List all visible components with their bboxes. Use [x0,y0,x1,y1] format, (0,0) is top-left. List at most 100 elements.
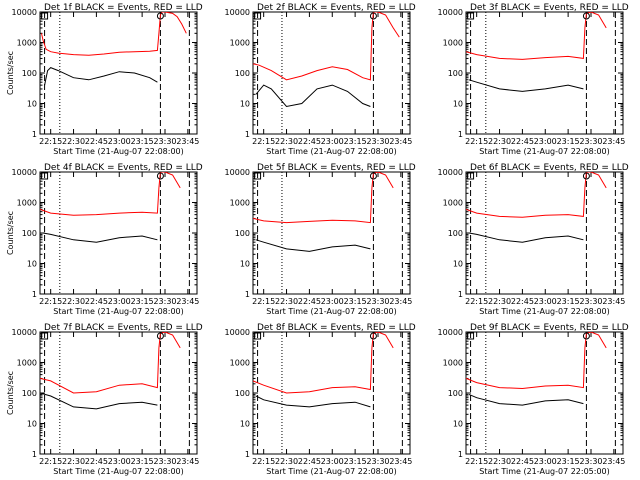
events-series-line [468,79,584,92]
x-tick-label: 22:15 [39,457,62,466]
x-tick-label: 22:30 [488,457,511,466]
x-tick-label: 23:15 [344,137,367,146]
x-tick-label: 22:30 [275,297,298,306]
x-axis-label: Start Time (21-Aug-07 22:08:00) [266,147,397,156]
start-marker-square [254,332,262,340]
x-tick-label: 23:00 [321,297,344,306]
panel-title: Det 8f BLACK = Events, RED = LLD [257,323,416,333]
x-tick-label: 23:30 [153,137,176,146]
lld-series-line [253,332,394,394]
x-tick-label: 22:45 [511,297,534,306]
x-tick-label: 23:30 [579,137,602,146]
x-tick-label: 22:30 [275,137,298,146]
y-tick-label: 10000 [12,8,37,17]
x-tick-label: 23:15 [557,137,580,146]
x-tick-label: 22:15 [465,457,488,466]
detector-panel-8: Det 8f BLACK = Events, RED = LLD 1 10 100 10… [225,323,416,476]
y-tick-label: 10000 [225,328,250,337]
x-tick-label: 22:30 [275,457,298,466]
detector-panel-1: Det 1f BLACK = Events, RED = LLD 1 10 100 10… [6,3,203,156]
end-marker-circle [582,172,590,180]
y-tick-label: 10 [27,260,37,269]
y-tick-label: 1000 [17,199,37,208]
detector-panel-4: Det 4f BLACK = Events, RED = LLD 1 10 100 10… [6,163,203,316]
y-tick-label: 10000 [12,168,37,177]
y-tick-label: 10000 [438,168,463,177]
y-tick-label: 10 [453,260,463,269]
plot-frame [39,171,198,295]
panel-title: Det 7f BLACK = Events, RED = LLD [44,323,203,333]
events-series-line [255,395,371,408]
x-tick-label: 23:15 [131,137,154,146]
x-tick-label: 22:45 [85,297,108,306]
start-marker-square [254,12,262,20]
plot-frame [465,331,624,455]
x-tick-label: 23:45 [176,457,199,466]
x-tick-label: 23:30 [579,297,602,306]
end-marker-circle [369,12,377,20]
plot-frame [252,331,411,455]
end-marker-circle [156,172,164,180]
start-marker-square [41,12,49,20]
x-tick-label: 23:30 [366,137,389,146]
y-axis-label: Counts/sec [6,51,15,95]
start-marker-square [467,332,475,340]
x-tick-label: 22:30 [488,137,511,146]
x-axis-label: Start Time (21-Aug-07 22:05:00) [479,467,610,476]
x-tick-label: 23:45 [389,457,412,466]
y-tick-label: 10 [240,260,250,269]
y-tick-label: 100 [22,389,37,398]
y-tick-label: 1000 [17,359,37,368]
x-tick-label: 22:45 [298,137,321,146]
plot-frame [252,171,411,295]
x-tick-label: 23:30 [153,297,176,306]
y-axis-label: Counts/sec [6,211,15,255]
start-marker-square [254,172,262,180]
y-tick-label: 10 [27,420,37,429]
y-tick-label: 10000 [438,328,463,337]
lld-series-line [466,172,607,218]
x-axis-label: Start Time (21-Aug-07 22:08:00) [53,147,184,156]
detector-panel-2: Det 2f BLACK = Events, RED = LLD 1 10 100 10… [225,3,416,156]
x-tick-label: 23:00 [108,297,131,306]
y-tick-label: 100 [22,229,37,238]
y-tick-label: 10 [453,420,463,429]
y-tick-label: 1 [458,290,463,299]
x-tick-label: 23:15 [344,297,367,306]
x-tick-label: 23:00 [534,137,557,146]
plot-frame [252,11,411,135]
x-tick-label: 22:30 [488,297,511,306]
detector-panel-3: Det 3f BLACK = Events, RED = LLD 1 10 100 10… [438,3,629,156]
y-tick-label: 100 [235,389,250,398]
start-marker-square [467,12,475,20]
x-tick-label: 23:45 [602,137,625,146]
x-tick-label: 23:00 [534,297,557,306]
x-axis-label: Start Time (21-Aug-07 22:08:00) [266,467,397,476]
x-tick-label: 23:00 [534,457,557,466]
lld-series-line [466,12,607,60]
x-tick-label: 23:00 [321,457,344,466]
start-marker-square [41,332,49,340]
start-marker-square [41,172,49,180]
y-tick-label: 1000 [230,359,250,368]
y-axis-label: Counts/sec [6,371,15,415]
x-tick-label: 22:30 [62,297,85,306]
events-series-line [42,232,158,243]
y-tick-label: 1000 [443,39,463,48]
y-tick-label: 10 [453,100,463,109]
events-series-line [255,84,371,108]
y-tick-label: 1000 [443,199,463,208]
x-tick-label: 23:15 [131,297,154,306]
events-series-line [40,392,158,410]
events-series-line [468,393,584,406]
x-tick-label: 23:45 [602,297,625,306]
end-marker-circle [582,12,590,20]
x-axis-label: Start Time (21-Aug-07 22:08:00) [479,147,610,156]
lld-series-line [40,172,181,216]
detector-panel-7: Det 7f BLACK = Events, RED = LLD 1 10 100 10… [6,323,203,476]
events-series-line [468,232,584,243]
end-marker-circle [582,332,590,340]
y-tick-label: 100 [235,69,250,78]
x-tick-label: 23:15 [131,457,154,466]
